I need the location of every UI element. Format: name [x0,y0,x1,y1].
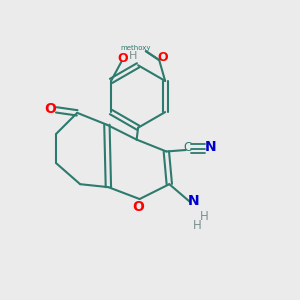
Text: O: O [118,52,128,64]
Text: O: O [158,51,168,64]
Text: H: H [200,210,208,224]
Text: methoxy: methoxy [120,45,151,51]
Text: H: H [193,219,202,232]
Text: N: N [188,194,200,208]
Text: N: N [205,140,217,154]
Text: H: H [129,51,137,61]
Text: O: O [132,200,144,214]
Text: O: O [44,102,56,116]
Text: C: C [183,141,191,154]
